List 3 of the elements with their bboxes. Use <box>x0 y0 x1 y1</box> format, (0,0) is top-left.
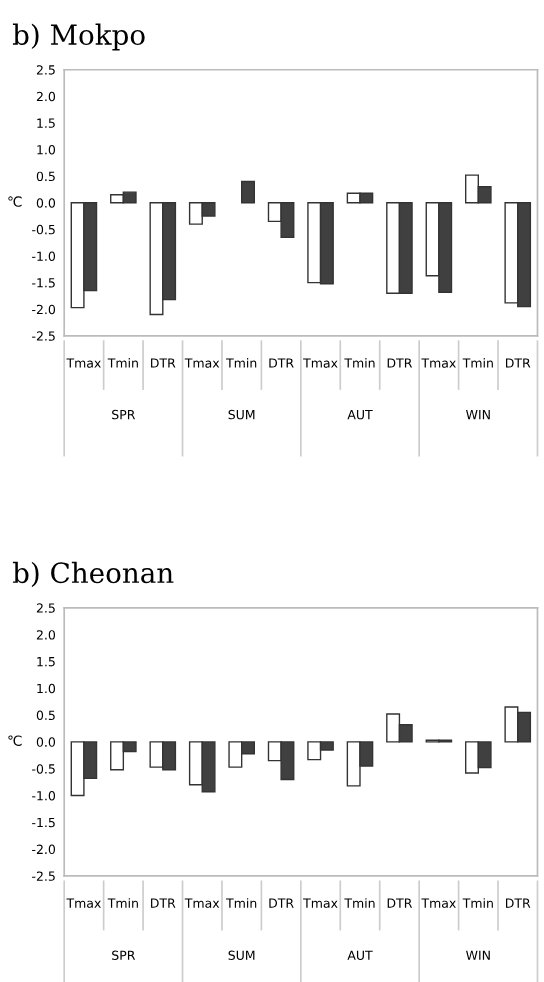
chart-title: b) Mokpo <box>12 23 145 51</box>
bar <box>240 180 255 204</box>
chart-title: b) Cheonan <box>12 561 174 588</box>
